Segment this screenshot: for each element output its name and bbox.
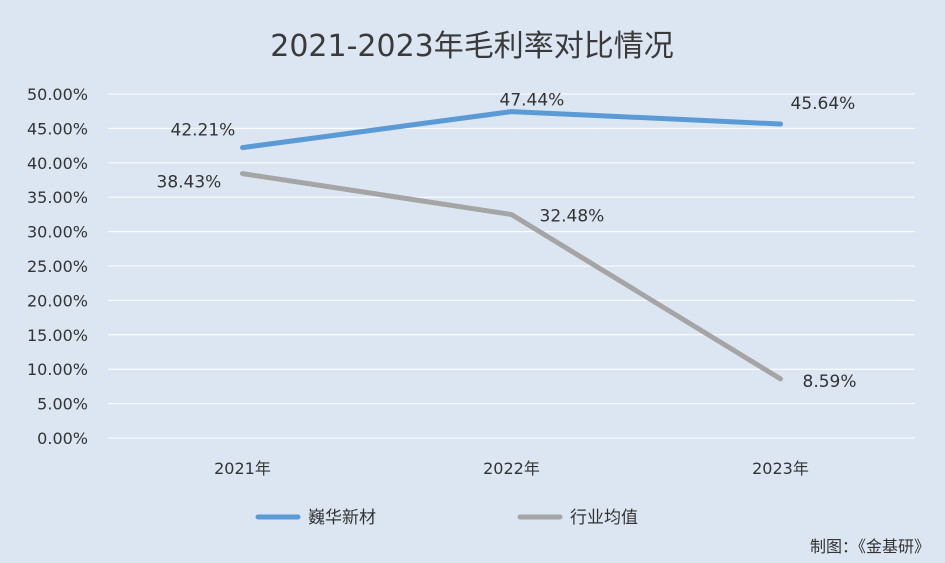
data-label: 47.44% bbox=[500, 91, 565, 111]
y-tick-label: 15.00% bbox=[27, 326, 88, 345]
x-tick-label: 2023年 bbox=[752, 459, 809, 478]
series-lines bbox=[240, 109, 783, 382]
data-point bbox=[780, 378, 781, 380]
data-point bbox=[511, 214, 512, 216]
y-tick-label: 35.00% bbox=[27, 188, 88, 207]
y-tick-label: 30.00% bbox=[27, 223, 88, 242]
y-tick-label: 45.00% bbox=[27, 119, 88, 138]
legend-label: 行业均值 bbox=[570, 508, 638, 528]
data-labels: 42.21% 47.44% 45.64% 38.43% 32.48% 8.59% bbox=[157, 91, 857, 392]
y-tick-label: 5.00% bbox=[37, 395, 88, 414]
x-axis: 2021年 2022年 2023年 bbox=[214, 459, 809, 478]
data-label: 45.64% bbox=[791, 94, 856, 114]
y-tick-label: 20.00% bbox=[27, 291, 88, 310]
data-label: 8.59% bbox=[803, 372, 857, 392]
x-tick-label: 2021年 bbox=[214, 459, 271, 478]
y-tick-label: 40.00% bbox=[27, 154, 88, 173]
gridlines bbox=[108, 93, 915, 439]
x-tick-label: 2022年 bbox=[483, 459, 540, 478]
data-point bbox=[511, 111, 512, 113]
y-tick-label: 10.00% bbox=[27, 360, 88, 379]
data-point bbox=[242, 147, 243, 149]
y-tick-label: 0.00% bbox=[37, 429, 88, 448]
data-point bbox=[780, 123, 781, 125]
legend-label: 巍华新材 bbox=[308, 508, 376, 528]
data-label: 32.48% bbox=[540, 207, 605, 227]
chart-credit: 制图：《金基研》 bbox=[810, 537, 930, 556]
chart-title: 2021-2023年毛利率对比情况 bbox=[270, 29, 674, 64]
y-tick-label: 50.00% bbox=[27, 85, 88, 104]
series-line-1 bbox=[240, 109, 783, 151]
data-label: 38.43% bbox=[157, 173, 222, 193]
legend: 巍华新材 行业均值 bbox=[255, 508, 638, 528]
y-axis: 0.00% 5.00% 10.00% 15.00% 20.00% 25.00% 30.00%… bbox=[27, 85, 88, 448]
series-line-2 bbox=[240, 171, 783, 382]
data-point bbox=[242, 173, 243, 175]
data-label: 42.21% bbox=[171, 121, 236, 141]
y-tick-label: 25.00% bbox=[27, 257, 88, 276]
